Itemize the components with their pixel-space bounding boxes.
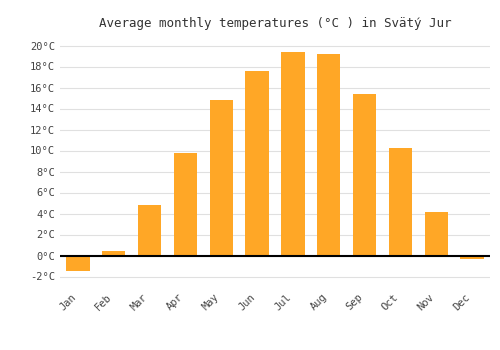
Bar: [174, 153, 197, 256]
Bar: [102, 251, 126, 256]
Bar: [424, 212, 448, 256]
Bar: [389, 148, 412, 256]
Bar: [282, 52, 304, 256]
Title: Average monthly temperatures (°C ) in Svätý Jur: Average monthly temperatures (°C ) in Sv…: [99, 17, 451, 30]
Bar: [210, 100, 233, 256]
Bar: [66, 256, 90, 271]
Bar: [460, 256, 483, 259]
Bar: [138, 205, 161, 256]
Bar: [246, 71, 268, 256]
Bar: [317, 54, 340, 256]
Bar: [353, 94, 376, 256]
